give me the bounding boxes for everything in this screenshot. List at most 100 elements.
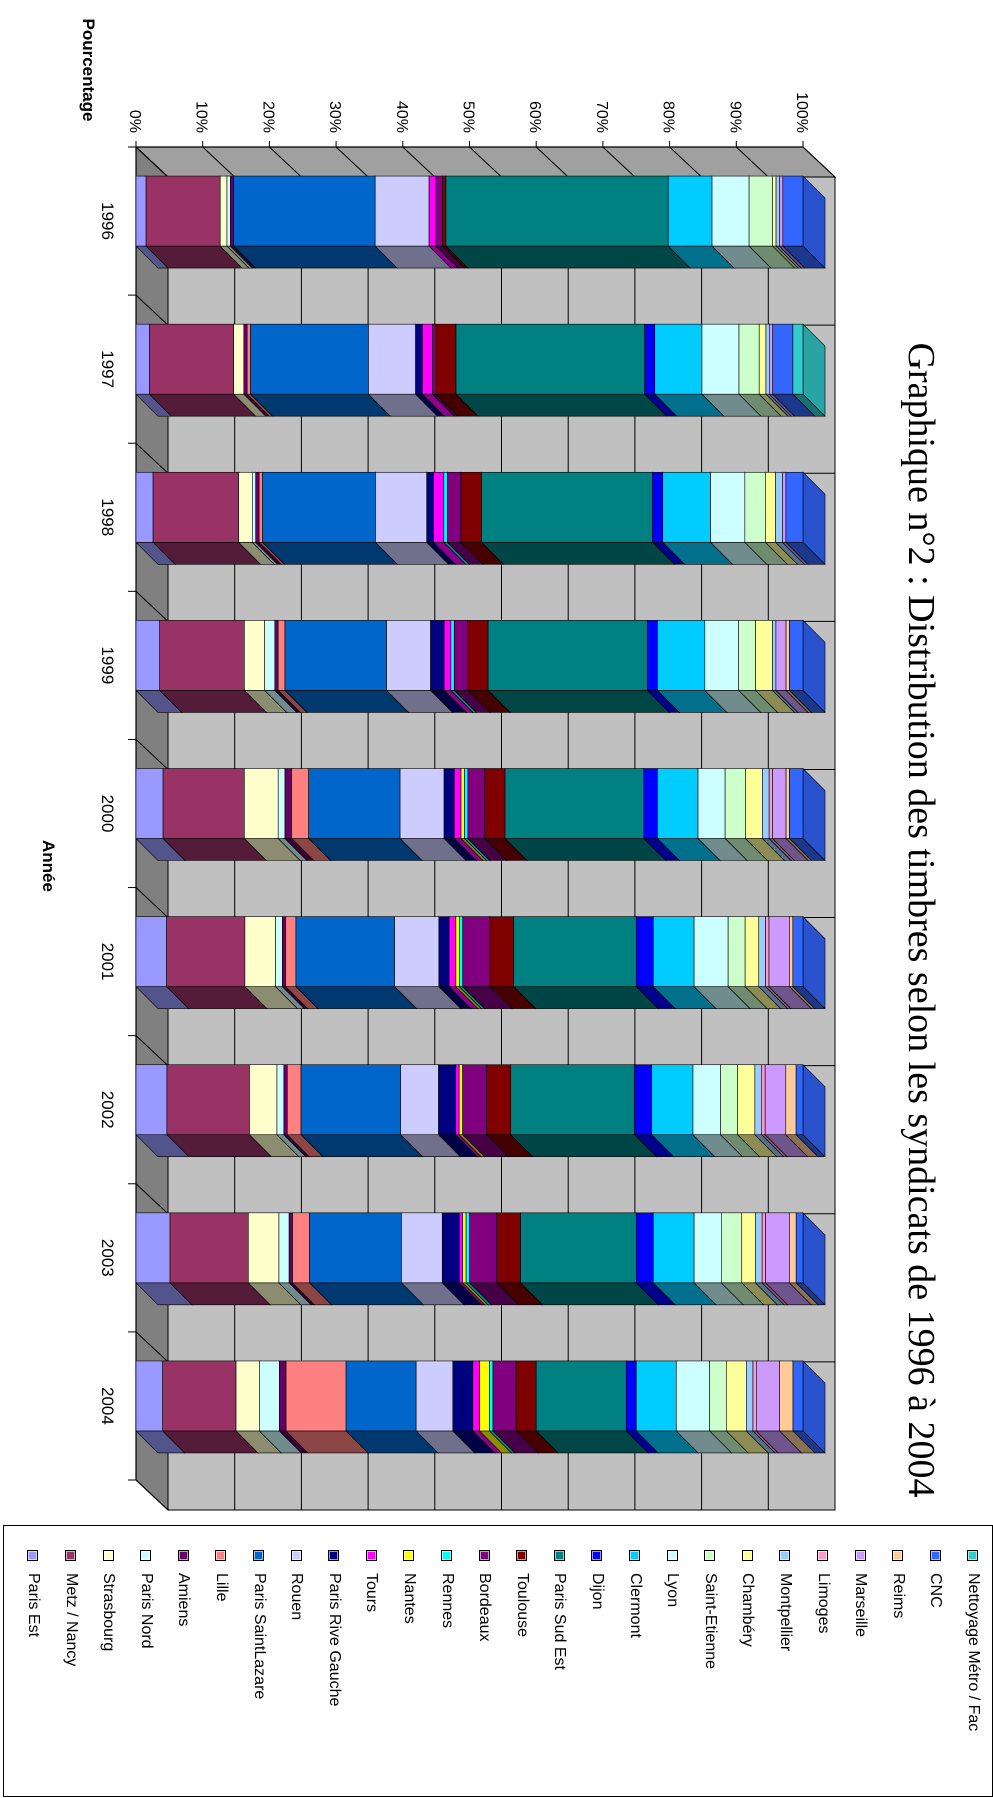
bar-segment-paris-nord — [251, 471, 257, 543]
bar-segment-paris-est — [135, 323, 150, 395]
gridline-side — [602, 146, 636, 178]
bar-segment-dijon — [634, 1064, 653, 1136]
legend-label: Reims — [889, 1573, 907, 1619]
stacked-bar-2004 — [135, 1360, 826, 1454]
bar-segment-chamb-ry — [765, 471, 776, 543]
gridline-side — [535, 146, 569, 178]
gridline-side — [402, 146, 436, 178]
legend-item: Chambéry — [736, 1550, 758, 1647]
bar-segment-clermont — [657, 768, 699, 839]
legend-item: Marseille — [849, 1550, 871, 1637]
legend-item: Paris SaintLazare — [248, 1550, 270, 1699]
bar-segment-paris-sud-est — [520, 1212, 637, 1284]
bar-segment-chamb-ry — [745, 768, 763, 839]
legend-swatch — [553, 1550, 565, 1561]
bar-segment-lyon — [704, 620, 739, 691]
bar-segment-reims — [779, 1360, 794, 1432]
bar-segment-cnc — [789, 768, 804, 839]
bar-segment-paris-sud-est — [535, 1360, 627, 1432]
bar-segment-rennes — [489, 1360, 494, 1432]
stacked-bar-2000 — [135, 767, 826, 862]
legend-label: Chambéry — [739, 1573, 757, 1647]
y-tick-label: 70% — [593, 101, 610, 133]
bar-segment-paris-est — [135, 620, 161, 691]
bar-segment-metz-nancy — [166, 916, 246, 987]
legend-item: Paris Sud Est — [548, 1550, 570, 1670]
bar-segment-rennes — [465, 1212, 470, 1284]
bar-segment-montpellier — [772, 620, 777, 691]
bar-segment-tours — [433, 471, 445, 543]
y-tick-label: 60% — [526, 101, 543, 133]
bar-segment-clermont — [657, 620, 706, 691]
legend-item: CNC — [924, 1550, 946, 1608]
bar-segment-lyon — [701, 323, 740, 395]
bar-segment-cnc — [772, 323, 794, 395]
legend-label: Paris Rive Gauche — [325, 1573, 343, 1707]
floor-line — [135, 739, 169, 770]
bar-segment-paris-saintlazare — [309, 1212, 402, 1284]
bar-segment-lille — [286, 1064, 302, 1136]
bar-segment-paris-rive-gauche — [430, 620, 445, 691]
bar-segment-marseille — [779, 175, 784, 247]
legend-swatch — [817, 1550, 829, 1561]
bar-segment-reims — [785, 768, 790, 839]
bar-segment-dijon — [643, 768, 658, 839]
bar-segment-paris-est — [135, 1360, 163, 1432]
bar-segment-rouen — [368, 323, 416, 395]
bar-segment-strasbourg — [244, 768, 279, 839]
bar-segment-nantes — [460, 768, 465, 839]
bar-segment-montpellier — [758, 916, 766, 987]
y-tick-label: 100% — [793, 92, 810, 133]
gridline-side — [669, 146, 702, 178]
floor-line — [135, 442, 169, 474]
bar-segment-paris-rive-gauche — [415, 323, 423, 395]
legend-swatch — [704, 1550, 716, 1561]
bar-segment-nettoyage-m-tro-fac — [792, 323, 804, 395]
bar-segment-bordeaux — [446, 471, 462, 543]
bar-segment-chamb-ry — [725, 1360, 747, 1432]
bar-segment-lille — [285, 916, 297, 987]
x-tick-label: 1997 — [98, 350, 117, 388]
bar-segment-paris-saintlazare — [250, 323, 369, 395]
bar-segment-lille — [258, 471, 263, 543]
bar-segment-clermont — [652, 916, 695, 987]
bar-segment-paris-rive-gauche — [441, 1212, 460, 1284]
bar-segment-chamb-ry — [741, 1212, 756, 1284]
legend-item: Paris Est — [22, 1550, 44, 1637]
bar-segment-lyon — [697, 768, 726, 839]
bar-segment-montpellier — [775, 175, 780, 247]
bar-segment-cnc — [782, 175, 804, 247]
bar-segment-paris-est — [135, 175, 147, 247]
legend-swatch — [65, 1550, 77, 1561]
plot-area: 0% 10% 20% 30% 40% 50% 60% 70% 80% 90% 100% 1996 199… — [98, 92, 837, 1512]
gridline-side — [202, 146, 236, 178]
bar-segment-paris-saintlazare — [262, 471, 376, 543]
x-tick-label: 1999 — [98, 646, 117, 684]
bar-segment-cnc — [792, 916, 804, 987]
bar-segment-saint-etienne — [724, 768, 746, 839]
bar-segment-cnc — [795, 1064, 804, 1136]
legend-label: Rennes — [438, 1573, 456, 1629]
bar-segment-paris-rive-gauche — [452, 1360, 474, 1432]
bar-segment-limoges — [765, 916, 770, 987]
bar-segment-tours — [443, 620, 452, 691]
bar-segment-paris-nord — [278, 1212, 290, 1284]
bar-segment-nantes — [458, 1064, 463, 1136]
bar-segment-bordeaux — [469, 1212, 498, 1284]
legend: Nettoyage Métro / Fac CNC Reims Marseille Li… — [3, 1525, 993, 1797]
bar-segment-saint-etienne — [738, 620, 756, 691]
bar-segment-reims — [785, 1064, 797, 1136]
bar-segment-paris-saintlazare — [308, 768, 401, 839]
legend-item: Amiens — [172, 1550, 194, 1626]
stacked-bar-1998 — [135, 471, 826, 566]
bar-segment-paris-est — [135, 916, 167, 987]
bar-segment-nantes — [455, 916, 460, 987]
legend-swatch — [929, 1550, 941, 1561]
bar-segment-nantes — [462, 1212, 467, 1284]
legend-label: Montpellier — [777, 1573, 794, 1652]
legend-item: Nettoyage Métro / Fac — [962, 1550, 984, 1731]
bar-segment-reims — [789, 1212, 797, 1284]
bar-segment-rouen — [415, 1360, 454, 1432]
y-tick-label: 50% — [460, 101, 477, 133]
y-tick-label: 30% — [326, 101, 343, 133]
